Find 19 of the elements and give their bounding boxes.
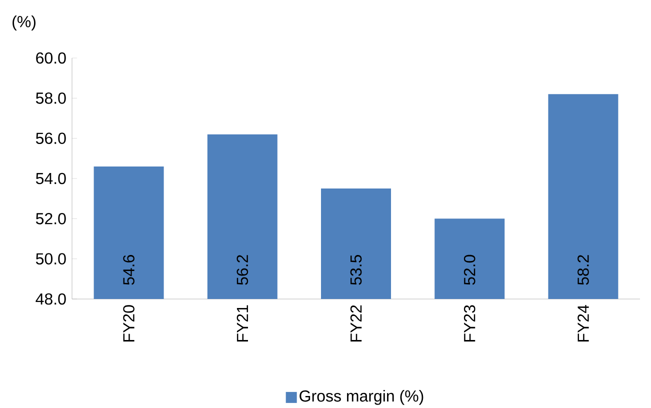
x-tick-label: FY22 bbox=[350, 305, 362, 342]
data-label: 58.2 bbox=[578, 255, 589, 285]
y-axis-title: (%) bbox=[12, 16, 36, 30]
y-tick-label: 54.0 bbox=[36, 172, 66, 184]
y-tick-label: 56.0 bbox=[36, 132, 66, 144]
y-tick-label: 52.0 bbox=[36, 213, 66, 224]
data-label: 53.5 bbox=[350, 254, 362, 285]
x-tick-label: FY23 bbox=[464, 305, 476, 342]
x-tick-label: FY20 bbox=[123, 305, 134, 342]
y-tick-label: 48.0 bbox=[36, 293, 66, 305]
data-label: 56.2 bbox=[236, 255, 248, 285]
data-label: 54.6 bbox=[123, 255, 134, 285]
y-tick-label: 58.0 bbox=[36, 92, 66, 104]
data-label: 52.0 bbox=[464, 254, 476, 285]
y-tick-label: 60.0 bbox=[36, 52, 66, 64]
x-tick-label: FY21 bbox=[236, 305, 248, 342]
legend-label: Gross margin (%) bbox=[300, 390, 424, 405]
x-tick-label: FY24 bbox=[578, 304, 589, 342]
y-tick-label: 50.0 bbox=[36, 253, 66, 264]
